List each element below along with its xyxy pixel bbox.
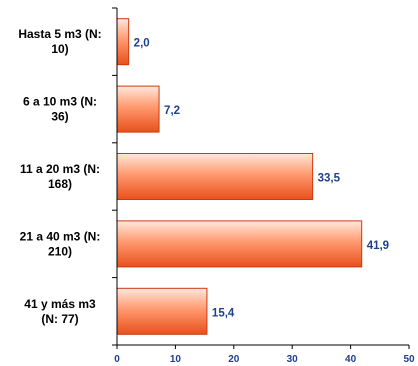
value-label-2: 33,5 — [318, 173, 341, 185]
category-label-2-line-0: 11 a 20 m3 (N: — [20, 162, 100, 176]
category-label-1-line-0: 6 a 10 m3 (N: — [23, 95, 97, 109]
value-label-3: 41,9 — [367, 240, 389, 252]
category-label-1-line-1: 36) — [51, 110, 68, 124]
category-label-3-line-0: 21 a 40 m3 (N: — [20, 229, 101, 243]
bar-0 — [116, 18, 130, 66]
category-label-0-line-1: 10) — [51, 42, 68, 56]
x-tick-label-2: 20 — [228, 354, 240, 365]
bar-4 — [116, 287, 208, 335]
x-tick-label-5: 50 — [403, 354, 415, 365]
category-label-3-line-1: 210) — [48, 244, 72, 258]
labels-group: 2,0 Hasta 5 m3 (N:10) 7,2 6 a 10 m3 (N:36) 3… — [18, 27, 415, 365]
x-tick-label-4: 40 — [345, 354, 357, 365]
bar-2 — [116, 153, 314, 200]
bar-1 — [116, 85, 160, 133]
category-label-0-line-0: Hasta 5 m3 (N: — [18, 27, 101, 41]
value-label-1: 7,2 — [164, 105, 180, 117]
bar-3 — [116, 220, 363, 268]
x-tick-label-1: 10 — [170, 354, 182, 365]
bars-group — [116, 18, 363, 335]
category-label-2-line-1: 168) — [48, 177, 72, 191]
x-tick-label-3: 30 — [287, 354, 299, 365]
axes-group — [112, 7, 410, 349]
value-label-0: 2,0 — [134, 38, 150, 50]
category-label-4-line-0: 41 y más m3 — [24, 297, 96, 311]
x-tick-label-0: 0 — [114, 354, 120, 365]
category-label-4-line-1: (N: 77) — [41, 312, 78, 326]
value-label-4: 15,4 — [212, 307, 235, 319]
